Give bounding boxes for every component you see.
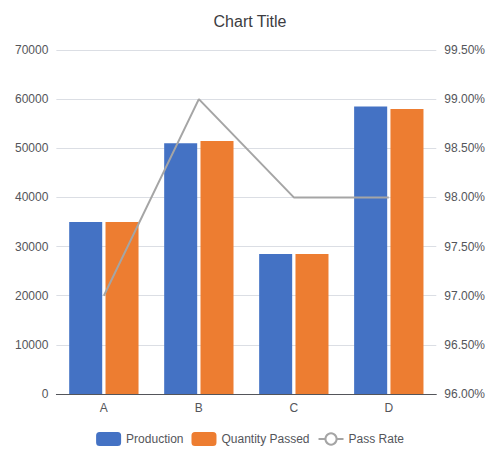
- svg-text:D: D: [384, 401, 393, 415]
- svg-text:C: C: [289, 401, 298, 415]
- svg-text:60000: 60000: [15, 92, 49, 106]
- svg-text:Quantity Passed: Quantity Passed: [221, 432, 309, 446]
- svg-text:0: 0: [42, 387, 49, 401]
- svg-text:Chart Title: Chart Title: [214, 13, 287, 30]
- svg-text:50000: 50000: [15, 141, 49, 155]
- svg-text:98.00%: 98.00%: [444, 190, 485, 204]
- svg-text:99.00%: 99.00%: [444, 92, 485, 106]
- svg-text:96.50%: 96.50%: [444, 338, 485, 352]
- svg-text:10000: 10000: [15, 338, 49, 352]
- svg-text:Pass Rate: Pass Rate: [349, 432, 405, 446]
- svg-text:97.00%: 97.00%: [444, 289, 485, 303]
- svg-text:70000: 70000: [15, 43, 49, 57]
- svg-text:98.50%: 98.50%: [444, 141, 485, 155]
- svg-text:Production: Production: [126, 432, 183, 446]
- svg-text:A: A: [100, 401, 108, 415]
- svg-text:30000: 30000: [15, 240, 49, 254]
- svg-text:99.50%: 99.50%: [444, 43, 485, 57]
- svg-text:B: B: [195, 401, 203, 415]
- svg-text:97.50%: 97.50%: [444, 240, 485, 254]
- svg-text:96.00%: 96.00%: [444, 387, 485, 401]
- svg-text:40000: 40000: [15, 190, 49, 204]
- svg-text:20000: 20000: [15, 289, 49, 303]
